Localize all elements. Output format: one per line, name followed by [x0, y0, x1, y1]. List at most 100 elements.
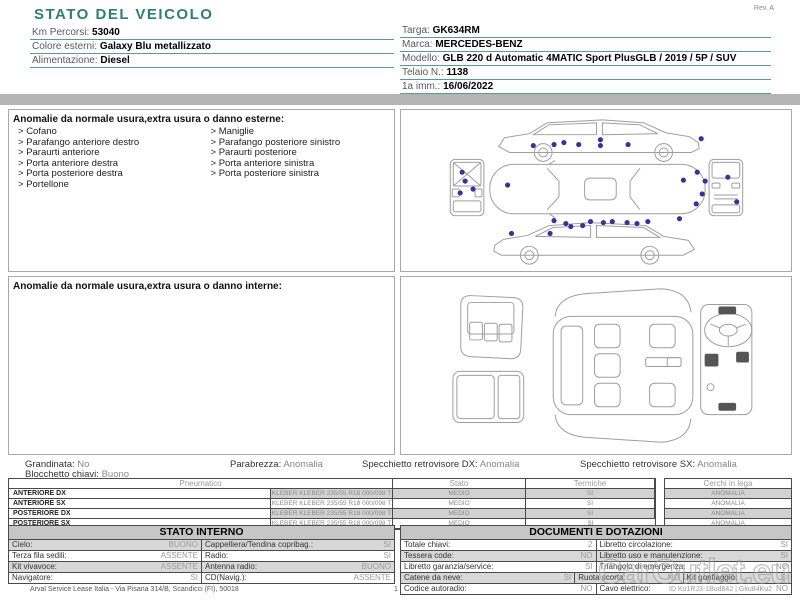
anomaly-item: Parafango anteriore destro	[9, 137, 202, 149]
tyre-termiche: SI	[526, 509, 655, 519]
wheel-status: ANOMALIA	[665, 509, 791, 519]
car-exterior-diagram	[449, 119, 744, 265]
field-value: SI	[190, 573, 198, 582]
field-value: BUONO	[361, 562, 391, 571]
field-label: CD(Navig.):	[205, 573, 247, 582]
km-row: Km Percorsi: 53040	[30, 26, 394, 40]
wheel-status: ANOMALIA	[665, 499, 791, 509]
telaio-row: Telaio N.: 1138	[400, 66, 771, 80]
parabrezza-label: Parabrezza:	[230, 459, 282, 470]
field-value: BUONO	[168, 540, 198, 549]
anomaly-item: Paraurti posteriore	[202, 147, 395, 159]
wheels-table: Cerchi in lega ANOMALIA ANOMALIA ANOMALI…	[664, 478, 792, 530]
car-side-view-right	[497, 119, 700, 162]
table-row: Libretto garanzia/service: SI Triangolo d…	[401, 562, 791, 573]
stato-interno-table: STATO INTERNO Cielo: BUONO Cappelliera/Te…	[8, 525, 395, 584]
damage-markers	[457, 136, 740, 237]
imm-label: 1a imm.:	[402, 81, 441, 92]
field-label: Cavo elettrico:	[599, 584, 651, 593]
external-anomalies-box: Anomalie da normale usura,extra usura o …	[8, 109, 395, 272]
blocchetto-status: Blocchetto chiavi: Buono	[25, 469, 129, 480]
tyre-stato: MEDIO	[393, 489, 526, 499]
field-value: SI	[383, 540, 391, 549]
table-row: Catene da neve: SI Ruota scorta: NO Kit go…	[401, 573, 791, 584]
field-label: Libretto garanzia/service:	[404, 562, 494, 571]
field-label: Triangolo di emergenza:	[599, 562, 686, 571]
field-label: Antenna radio:	[205, 562, 258, 571]
field-value: SI	[780, 573, 788, 582]
internal-anomalies-title: Anomalie da normale usura,extra usura o …	[13, 281, 282, 292]
field-label: Catene da neve:	[404, 573, 463, 582]
car-rear-view	[449, 158, 485, 217]
field-label: Ruota scorta:	[578, 573, 626, 582]
tyre-stato: MEDIO	[393, 509, 526, 519]
vehicle-info-right: Targa: GK634RM Marca: MERCEDES-BENZ Mode…	[400, 24, 771, 94]
field-value: SI	[563, 573, 572, 582]
field-value: NO	[776, 584, 788, 593]
tyre-termiche: SI	[526, 489, 655, 499]
field-value: NO	[580, 551, 593, 560]
car-interior-diagram	[452, 288, 753, 443]
table-row: Totale chiavi: 2 Libretto circolazione: SI	[401, 540, 791, 551]
documenti-title: DOCUMENTI E DOTAZIONI	[401, 526, 791, 540]
interior-damage-diagram	[400, 276, 792, 455]
anomaly-item: Porta anteriore sinistra	[202, 158, 395, 170]
anomaly-item: Porta posteriore sinistra	[202, 168, 395, 180]
table-row: Cielo: BUONO Cappelliera/Tendina copribag…	[9, 540, 394, 551]
fuel-label: Alimentazione:	[32, 55, 98, 66]
modello-row: Modello: GLB 220 d Automatic 4MATIC Spor…	[400, 52, 771, 66]
tyre-desc: KLEBER KLEBER 235/55 R18 000/098 T	[271, 499, 393, 509]
modello-label: Modello:	[402, 53, 440, 64]
grandinata-value: No	[77, 459, 90, 470]
car-top-view	[489, 159, 706, 219]
grandinata-status: Grandinata: No	[25, 459, 89, 470]
parabrezza-status: Parabrezza: Anomalia	[230, 459, 323, 470]
footer-company-address: Arval Service Lease Italia - Via Pisana …	[30, 586, 239, 593]
km-label: Km Percorsi:	[32, 27, 90, 38]
specchietto-dx-status: Specchietto retrovisore DX: Anomalia	[362, 459, 519, 470]
tyre-position: ANTERIORE DX	[9, 489, 271, 499]
marca-label: Marca:	[402, 39, 433, 50]
anomaly-item: Portellone	[9, 179, 202, 191]
imm-value: 16/06/2022	[443, 81, 494, 92]
documenti-table: DOCUMENTI E DOTAZIONI Totale chiavi: 2 Li…	[400, 525, 792, 595]
field-value: SI	[780, 551, 788, 560]
telaio-value: 1138	[446, 67, 469, 78]
field-value: ASSENTE	[160, 562, 198, 571]
tyre-termiche: SI	[526, 499, 655, 509]
specchietto-sx-label: Specchietto retrovisore SX:	[580, 459, 696, 470]
anomaly-item: Paraurti anteriore	[9, 147, 202, 159]
stato-interno-title: STATO INTERNO	[9, 526, 394, 540]
color-row: Colore esterni: Galaxy Blu metallizzato	[30, 40, 394, 54]
vehicle-info-left: Km Percorsi: 53040 Colore esterni: Galax…	[30, 26, 394, 68]
cabin-plan-view	[552, 288, 694, 443]
fuel-row: Alimentazione: Diesel	[30, 54, 394, 68]
blocchetto-label: Blocchetto chiavi:	[25, 469, 99, 480]
color-label: Colore esterni:	[32, 41, 98, 52]
specchietto-dx-value: Anomalia	[479, 459, 520, 470]
marca-value: MERCEDES-BENZ	[435, 39, 523, 50]
anomaly-item: Porta anteriore destra	[9, 158, 202, 170]
specchietto-sx-value: Anomalia	[697, 459, 737, 470]
field-label: Kit gonfiaggio:	[686, 573, 738, 582]
marca-row: Marca: MERCEDES-BENZ	[400, 38, 771, 52]
tyre-stato: MEDIO	[393, 499, 526, 509]
external-anomalies-col-right: Maniglie Parafango posteriore sinistro P…	[202, 126, 395, 190]
field-value: ASSENTE	[160, 551, 198, 560]
specchietto-dx-label: Specchietto retrovisore DX:	[362, 459, 478, 470]
field-value: SI	[780, 540, 788, 549]
field-value: NO	[667, 573, 680, 582]
anomaly-item: Maniglie	[202, 126, 395, 138]
wheels-header: Cerchi in lega	[665, 479, 791, 489]
revision-label: Rev. A	[753, 5, 774, 12]
targa-value: GK634RM	[432, 25, 480, 36]
field-label: Tessera code:	[404, 551, 454, 560]
table-row: Terza fila sedili: ASSENTE Radio: SI	[9, 551, 394, 562]
internal-anomalies-box: Anomalie da normale usura,extra usura o …	[8, 276, 395, 455]
tyre-table: Pneumatico Stato Termiche ANTERIORE DX K…	[8, 478, 656, 530]
field-label: Cielo:	[12, 540, 33, 549]
anomaly-item: Cofano	[9, 126, 202, 138]
imm-row: 1a imm.: 16/06/2022	[400, 80, 771, 94]
field-label: Totale chiavi:	[404, 540, 451, 549]
